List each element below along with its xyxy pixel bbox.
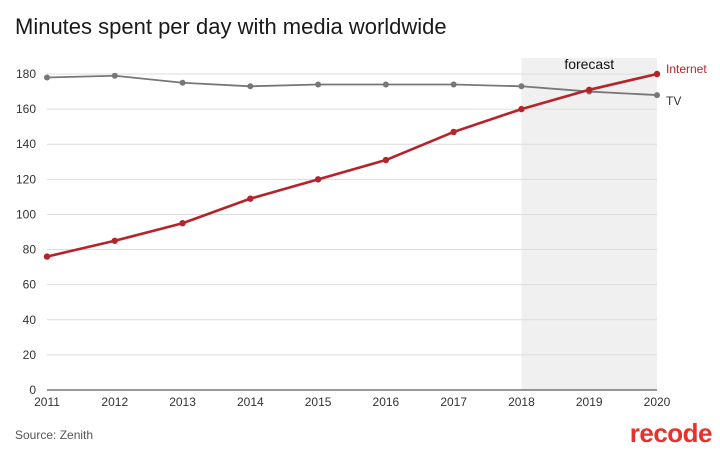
- data-point-tv: [111, 72, 118, 79]
- x-tick-label: 2014: [237, 395, 264, 409]
- data-point-internet: [111, 237, 118, 244]
- x-tick-label: 2011: [34, 395, 60, 409]
- data-point-internet: [43, 253, 51, 260]
- x-tick-label: 2019: [576, 395, 603, 409]
- x-tick-label: 2012: [101, 395, 128, 409]
- y-tick-label: 140: [16, 137, 36, 151]
- data-point-tv: [450, 81, 457, 88]
- y-tick-label: 120: [16, 172, 36, 186]
- series-line-tv: [46, 74, 658, 96]
- data-point-internet: [314, 176, 322, 183]
- data-point-tv: [179, 79, 186, 86]
- data-point-internet: [586, 86, 593, 94]
- recode-logo: recode: [629, 418, 713, 448]
- series-label-tv: TV: [666, 94, 681, 108]
- forecast-region: [521, 58, 657, 390]
- data-point-tv: [315, 81, 322, 88]
- y-tick-label: 160: [16, 102, 36, 116]
- data-point-internet: [179, 220, 186, 227]
- data-point-tv: [518, 83, 525, 90]
- x-tick-label: 2015: [305, 395, 332, 409]
- forecast-label: forecast: [564, 56, 614, 72]
- y-tick-label: 60: [23, 278, 37, 292]
- x-tick-label: 2013: [169, 395, 196, 409]
- data-point-tv: [382, 81, 389, 88]
- x-tick-label: 2018: [508, 395, 535, 409]
- data-point-internet: [450, 128, 457, 136]
- series-line-internet: [46, 72, 658, 258]
- y-tick-label: 80: [23, 243, 37, 257]
- chart-title: Minutes spent per day with media worldwi…: [15, 14, 447, 39]
- data-point-tv: [654, 92, 660, 99]
- y-tick-label: 40: [23, 313, 37, 327]
- y-tick-label: 100: [16, 207, 36, 221]
- y-tick-label: 0: [29, 383, 36, 397]
- data-point-tv: [247, 83, 254, 90]
- y-tick-label: 20: [23, 348, 37, 362]
- x-tick-label: 2017: [440, 395, 467, 409]
- data-point-tv: [44, 74, 50, 81]
- data-point-internet: [518, 105, 525, 113]
- source-note: Source: Zenith: [15, 428, 94, 442]
- series-label-internet: Internet: [666, 62, 707, 76]
- x-tick-label: 2016: [373, 395, 400, 409]
- data-point-internet: [247, 195, 254, 202]
- y-tick-label: 180: [16, 67, 36, 81]
- x-tick-label: 2020: [644, 395, 671, 409]
- data-point-internet: [653, 70, 661, 78]
- data-point-internet: [382, 156, 390, 164]
